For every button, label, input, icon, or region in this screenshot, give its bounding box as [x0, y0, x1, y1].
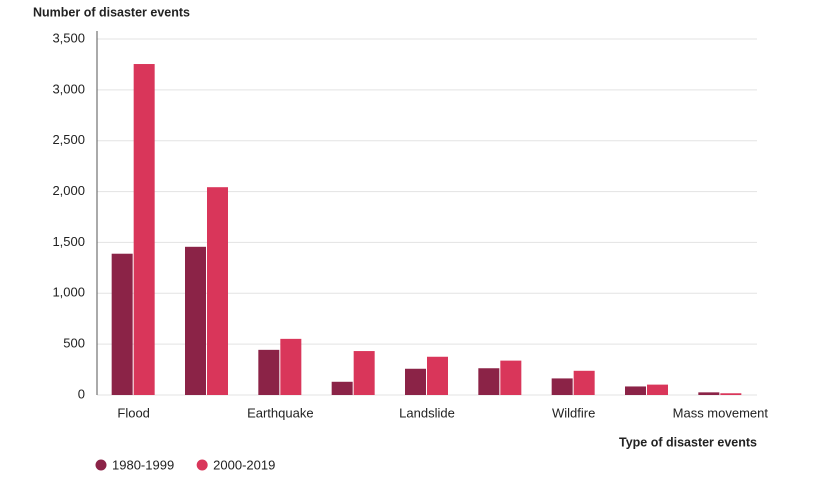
x-tick-label: Mass movement	[673, 405, 769, 420]
bar	[207, 187, 228, 395]
bar	[133, 64, 155, 395]
bar	[573, 370, 595, 395]
y-tick-label: 2,000	[52, 183, 85, 198]
y-tick-label: 0	[78, 386, 85, 401]
bar	[405, 368, 426, 395]
y-axis-title: Number of disaster events	[33, 5, 190, 19]
bar	[427, 356, 448, 395]
bar	[478, 368, 500, 395]
legend-swatch	[95, 459, 107, 471]
legend-label: 1980-1999	[112, 457, 174, 472]
legend-label: 2000-2019	[213, 457, 275, 472]
bar	[331, 381, 353, 395]
x-axis-title: Type of disaster events	[619, 435, 757, 449]
x-tick-label: Earthquake	[247, 405, 314, 420]
bar	[647, 384, 668, 395]
y-tick-label: 1,000	[52, 285, 85, 300]
x-tick-label: Landslide	[399, 405, 455, 420]
bar	[720, 393, 742, 395]
y-tick-label: 1,500	[52, 234, 85, 249]
legend-swatch	[196, 459, 208, 471]
bar	[185, 246, 206, 395]
bar	[551, 378, 573, 395]
y-tick-label: 3,000	[52, 81, 85, 96]
bar	[698, 392, 720, 395]
bar	[500, 360, 522, 395]
bar	[258, 349, 280, 395]
bar	[280, 338, 302, 395]
bar	[111, 253, 133, 395]
y-tick-label: 500	[63, 336, 85, 351]
bar	[353, 351, 375, 395]
y-tick-label: 2,500	[52, 132, 85, 147]
x-tick-label: Wildfire	[552, 405, 595, 420]
bar	[625, 386, 646, 395]
x-tick-label: Flood	[117, 405, 150, 420]
y-tick-label: 3,500	[52, 30, 85, 45]
